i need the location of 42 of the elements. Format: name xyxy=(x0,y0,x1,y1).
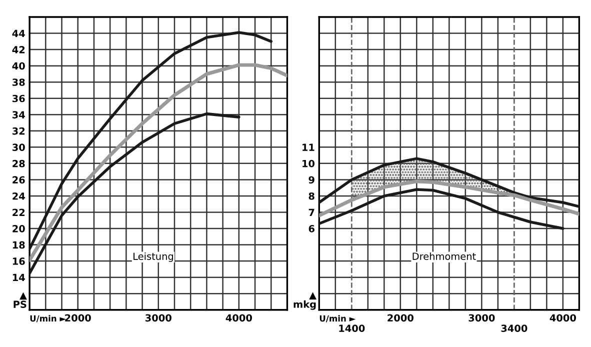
x-tick-label: 2000 xyxy=(65,314,91,322)
y-tick-label: 16 xyxy=(12,258,25,265)
y-tick-label: 28 xyxy=(12,160,25,168)
y-tick-label: 38 xyxy=(12,78,25,86)
y-tick-label: 36 xyxy=(12,94,25,102)
y-axis-title: ▲ mkg xyxy=(294,292,317,310)
y-tick-label: 18 xyxy=(12,241,25,249)
annotation: Drehmoment xyxy=(412,252,476,260)
line-series xyxy=(30,31,273,250)
y-tick-label: 30 xyxy=(12,144,25,151)
y-tick-label: 6 xyxy=(308,225,314,232)
x-tick-label: 3000 xyxy=(468,314,495,322)
x-axis-title: U/min ► xyxy=(320,315,356,322)
line-series xyxy=(30,63,288,262)
y-tick-label: 44 xyxy=(12,30,25,37)
x-tick-label: 4000 xyxy=(226,314,252,322)
y-tick-label: 8 xyxy=(308,192,314,200)
y-tick-label: 22 xyxy=(12,208,25,216)
y-axis-title: ▲ PS xyxy=(14,292,27,308)
x-tick-label: 3000 xyxy=(146,314,172,322)
line-series xyxy=(319,157,580,208)
x-tick-label: 2000 xyxy=(388,314,414,322)
y-tick-label: 9 xyxy=(308,176,314,184)
annotation: Leistung xyxy=(134,252,173,262)
line-series xyxy=(319,188,564,230)
y-tick-label: 26 xyxy=(12,176,25,184)
y-tick-label: 7 xyxy=(308,208,314,216)
y-tick-label: 34 xyxy=(12,111,25,118)
y-tick-label: 20 xyxy=(12,224,25,232)
y-tick-label: 14 xyxy=(12,274,25,282)
ref-line-label: 3400 xyxy=(501,324,528,332)
line-series xyxy=(319,180,580,218)
y-tick-label: 40 xyxy=(12,62,25,70)
y-tick-label: 10 xyxy=(302,160,315,168)
x-tick-label: 4000 xyxy=(550,314,576,322)
y-tick-label: 32 xyxy=(12,127,25,135)
ref-line-label: 1400 xyxy=(339,324,365,332)
y-tick-label: 24 xyxy=(12,192,25,200)
x-axis-title: U/min ► xyxy=(30,315,66,322)
y-tick-label: 11 xyxy=(302,144,314,151)
y-tick-label: 42 xyxy=(12,46,25,54)
line-series xyxy=(30,112,240,275)
